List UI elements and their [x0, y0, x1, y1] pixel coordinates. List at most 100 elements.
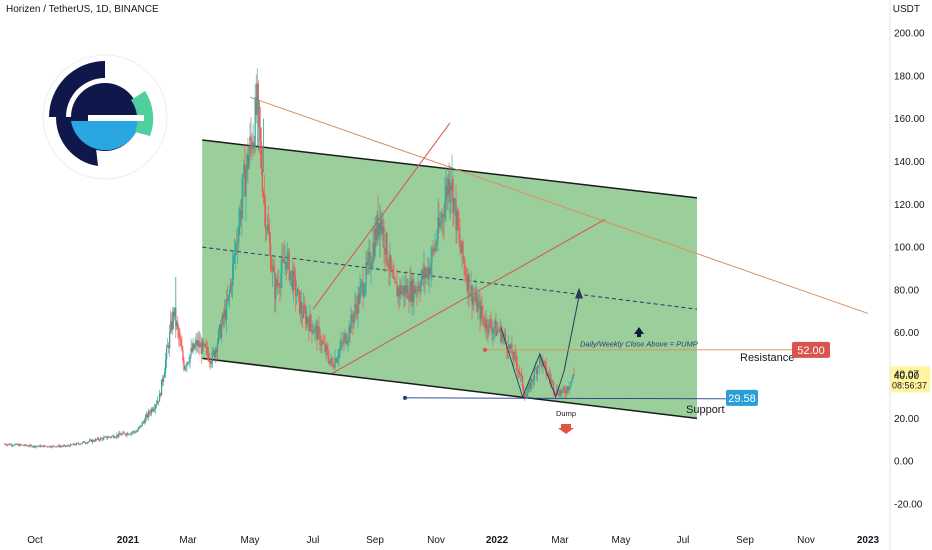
candle-body: [36, 446, 38, 447]
candle-body: [407, 285, 409, 300]
candle-body: [446, 186, 448, 197]
candle-body: [273, 266, 275, 272]
candle-body: [565, 393, 567, 394]
candle-body: [69, 444, 71, 447]
candle-body: [264, 203, 267, 230]
candle-body: [421, 270, 423, 280]
candle-body: [138, 427, 140, 429]
candle-body: [148, 411, 150, 414]
candle-body: [35, 446, 37, 448]
y-tick-label: 40.00: [894, 371, 919, 382]
resistance-value: 52.00: [797, 345, 825, 357]
candle-body: [554, 391, 556, 394]
support-anchor: [403, 395, 407, 400]
candle-body: [356, 307, 358, 315]
candle-body: [409, 281, 411, 302]
candle-body: [29, 444, 31, 447]
candle-body: [541, 358, 543, 368]
candle-body: [120, 434, 122, 436]
candle-body: [394, 278, 396, 282]
candle-body: [232, 263, 234, 287]
candle-body: [328, 358, 330, 364]
candle-body: [178, 329, 180, 338]
candle-body: [463, 258, 465, 265]
candle-body: [246, 154, 248, 173]
candle-body: [85, 443, 88, 444]
candle-body: [357, 293, 359, 315]
candle-body: [314, 326, 316, 333]
candle-body: [285, 261, 287, 270]
candle-body: [405, 285, 407, 294]
candle-body: [9, 443, 11, 446]
candle-body: [331, 358, 333, 364]
candle-body: [426, 268, 428, 274]
candle-body: [117, 434, 119, 437]
candle-body: [266, 224, 269, 230]
candle-body: [288, 252, 290, 281]
candle-body: [350, 314, 352, 334]
candle-body: [79, 443, 82, 445]
candle-body: [42, 445, 44, 448]
candle-body: [547, 373, 549, 375]
candle-body: [62, 445, 64, 447]
candle-body: [390, 255, 392, 269]
candle-body: [481, 305, 483, 315]
candle-body: [488, 319, 490, 333]
candle-body: [477, 302, 479, 312]
candle-body: [30, 444, 32, 446]
candle-body: [229, 290, 231, 295]
y-tick-label: 200.00: [894, 29, 925, 40]
candle-body: [429, 267, 431, 275]
candle-body: [142, 421, 144, 423]
candle-body: [71, 444, 74, 446]
candle-body: [396, 283, 398, 297]
candle-body: [240, 210, 242, 219]
candle-body: [315, 325, 317, 327]
candle-body: [157, 400, 160, 402]
candle-body: [492, 330, 494, 334]
candle-body: [156, 400, 159, 404]
candle-body: [131, 432, 133, 433]
candle-body: [220, 324, 223, 338]
candle-body: [518, 371, 521, 375]
candle-body: [222, 314, 225, 319]
down-arrow-icon: [558, 424, 574, 434]
candle-body: [272, 266, 274, 271]
candle-body: [4, 444, 6, 445]
candle-body: [271, 269, 273, 271]
candle-body: [61, 446, 63, 447]
candle-body: [57, 445, 59, 447]
candle-body: [176, 322, 178, 326]
current-time: 08:56:37: [892, 380, 927, 390]
candle-body: [572, 374, 574, 379]
candle-body: [112, 435, 114, 437]
candle-body: [102, 438, 104, 440]
candle-body: [74, 444, 77, 446]
candle-body: [526, 393, 528, 398]
candle-body: [430, 262, 432, 275]
candle-body: [258, 101, 260, 128]
candle-body: [325, 345, 327, 352]
support-value: 29.58: [728, 393, 756, 405]
candle-body: [544, 361, 546, 364]
chart-title: Horizen / TetherUS, 1D, BINANCE: [6, 4, 159, 15]
candle-body: [545, 363, 547, 375]
candle-body: [188, 362, 190, 364]
candle-body: [309, 314, 311, 331]
candle-body: [77, 443, 80, 444]
candle-body: [389, 255, 391, 270]
candle-body: [284, 261, 286, 264]
candle-body: [520, 373, 523, 376]
candle-body: [46, 446, 48, 447]
candle-body: [182, 349, 184, 360]
candle-body: [109, 436, 111, 438]
dump-annotation: Dump: [556, 409, 576, 418]
candle-body: [78, 443, 81, 445]
candle-body: [153, 408, 156, 410]
candle-body: [358, 293, 360, 304]
candle-body: [360, 283, 362, 288]
candle-body: [45, 446, 47, 447]
candle-body: [497, 329, 499, 331]
candle-body: [475, 293, 477, 301]
